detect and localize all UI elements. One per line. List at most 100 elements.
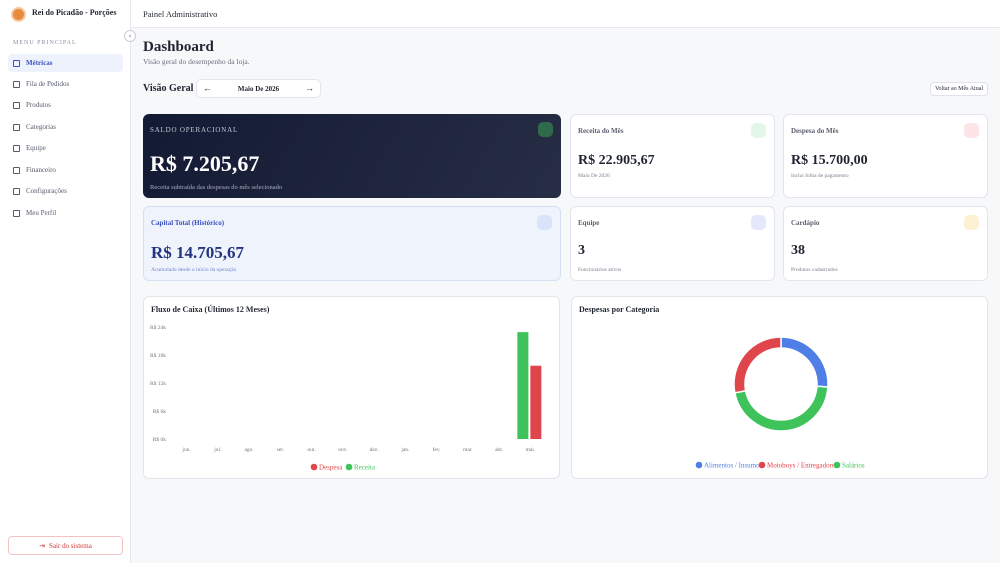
page-title: Dashboard [143, 39, 214, 55]
menu-label: Categorias [26, 123, 56, 131]
cash-flow-chart: Fluxo de Caixa (Últimos 12 Meses) R$ 0k R$… [143, 296, 560, 479]
card-label: Despesa do Mês [791, 127, 839, 135]
legend-swatch [695, 461, 703, 469]
menu-label: Financeiro [26, 166, 56, 174]
x-tick-label: jul. [213, 447, 222, 453]
x-tick-label: jan. [400, 447, 410, 453]
prev-month[interactable]: ← [203, 83, 212, 93]
brand-logo [11, 7, 26, 22]
y-tick-label: R$ 0k [153, 436, 167, 443]
menu-item[interactable]: Produtos [8, 96, 123, 114]
x-tick-label: mai. [526, 447, 536, 453]
card-icon [964, 123, 979, 138]
x-tick-label: nov. [338, 447, 348, 453]
x-tick-label: jun. [181, 447, 191, 453]
x-tick-label: set. [277, 447, 285, 453]
card-label: Cardápio [791, 219, 820, 227]
menu-icon [13, 124, 20, 131]
card-value: R$ 22.905,67 [578, 153, 655, 168]
menu-item[interactable]: Métricas [8, 54, 123, 72]
legend-swatch [758, 461, 766, 469]
menu-icon [13, 167, 20, 174]
card-label: Receita do Mês [578, 127, 624, 135]
legend-swatch [345, 463, 353, 471]
legend-label: Receita [354, 464, 376, 472]
donut-segment [780, 336, 829, 388]
menu-item[interactable]: Fila de Pedidos [8, 75, 123, 93]
y-tick-label: R$ 18k [150, 352, 166, 359]
menu-icon [13, 102, 20, 109]
card-icon [538, 122, 553, 137]
x-tick-label: fev. [433, 446, 442, 453]
month-selector: ← Maio De 2026 → [196, 79, 321, 98]
donut-segment [733, 336, 782, 394]
stat-card: Cardápio 38 Produtos cadastrados [783, 206, 988, 281]
y-tick-label: R$ 24k [150, 324, 166, 331]
menu-label: Configurações [26, 187, 67, 195]
topbar-title: Painel Administrativo [143, 9, 218, 19]
menu-item[interactable]: Configurações [8, 182, 123, 200]
expense-chart: Despesas por Categoria Alimentos / Insumo… [571, 296, 988, 479]
card-icon [751, 123, 766, 138]
x-tick-label: abr. [495, 447, 504, 453]
next-month[interactable]: → [305, 83, 314, 93]
menu-item[interactable]: Categorias [8, 118, 123, 136]
card-value: R$ 14.705,67 [151, 243, 245, 262]
menu-label: Produtos [26, 101, 51, 109]
stat-card: Despesa do Mês R$ 15.700,00 Inclui folha d… [783, 114, 988, 198]
stat-card: SALDO OPERACIONAL R$ 7.205,67 Receita subt… [143, 114, 561, 198]
card-value: R$ 15.700,00 [791, 153, 868, 168]
card-icon [751, 215, 766, 230]
brand-name: Rei do Picadão - Porções [32, 8, 117, 17]
menu-item[interactable]: Meu Perfil [8, 204, 123, 222]
menu-label: Equipe [26, 144, 46, 152]
sidebar: Rei do Picadão - Porções MENU PRINCIPAL … [0, 0, 131, 563]
card-value: 3 [578, 243, 585, 258]
menu-item[interactable]: Financeiro [8, 161, 123, 179]
card-note: Acumulado desde o início da operação [151, 267, 237, 273]
legend-label: Motoboys / Entregadores [767, 462, 838, 470]
card-label: SALDO OPERACIONAL [150, 126, 239, 134]
logout-label: Sair do sistema [49, 541, 92, 550]
menu-label: Meu Perfil [26, 209, 57, 217]
menu-label: Fila de Pedidos [26, 80, 70, 88]
page-subtitle: Visão geral do desempenho da loja. [143, 57, 250, 66]
back-button[interactable]: Voltar ao Mês Atual [930, 82, 988, 96]
card-note: Produtos cadastrados [791, 267, 838, 273]
legend-label: Despesa [319, 464, 343, 472]
logout-button[interactable]: ⇥ Sair do sistema [8, 536, 123, 555]
card-note: Funcionários ativos [578, 267, 622, 273]
menu-icon [13, 81, 20, 88]
legend-label: Alimentos / Insumos [704, 462, 763, 470]
menu-label: Métricas [26, 59, 53, 67]
bar [517, 332, 529, 439]
x-tick-label: ago. [244, 447, 254, 453]
menu-icon [13, 210, 20, 217]
chart-title: Despesas por Categoria [579, 305, 659, 314]
stat-card: Receita do Mês R$ 22.905,67 Maio De 2026 [570, 114, 775, 198]
menu-icon [13, 188, 20, 195]
bar [530, 365, 542, 439]
menu-item[interactable]: Equipe [8, 139, 123, 157]
collapse-button[interactable]: ‹ [124, 30, 136, 42]
menu-icon [13, 145, 20, 152]
stat-card: Capital Total (Histórico) R$ 14.705,67 Acu… [143, 206, 561, 281]
menu-section: MENU PRINCIPAL [13, 40, 77, 46]
topbar: Painel Administrativo [131, 0, 1000, 28]
stat-card: Equipe 3 Funcionários ativos [570, 206, 775, 281]
y-tick-label: R$ 6k [153, 408, 167, 415]
card-note: Maio De 2026 [578, 173, 610, 179]
legend-label: Salários [842, 462, 865, 470]
card-value: R$ 7.205,67 [150, 151, 260, 176]
x-tick-label: dez. [370, 447, 380, 453]
card-note: Inclui folha de pagamento [791, 173, 849, 179]
card-label: Capital Total (Histórico) [151, 219, 225, 227]
card-label: Equipe [578, 219, 600, 227]
card-note: Receita subtraída das despesas do mês se… [150, 184, 283, 191]
card-icon [537, 215, 552, 230]
legend-swatch [310, 463, 318, 471]
menu-icon [13, 60, 20, 67]
chart-title: Fluxo de Caixa (Últimos 12 Meses) [151, 304, 270, 314]
legend-swatch [833, 461, 841, 469]
